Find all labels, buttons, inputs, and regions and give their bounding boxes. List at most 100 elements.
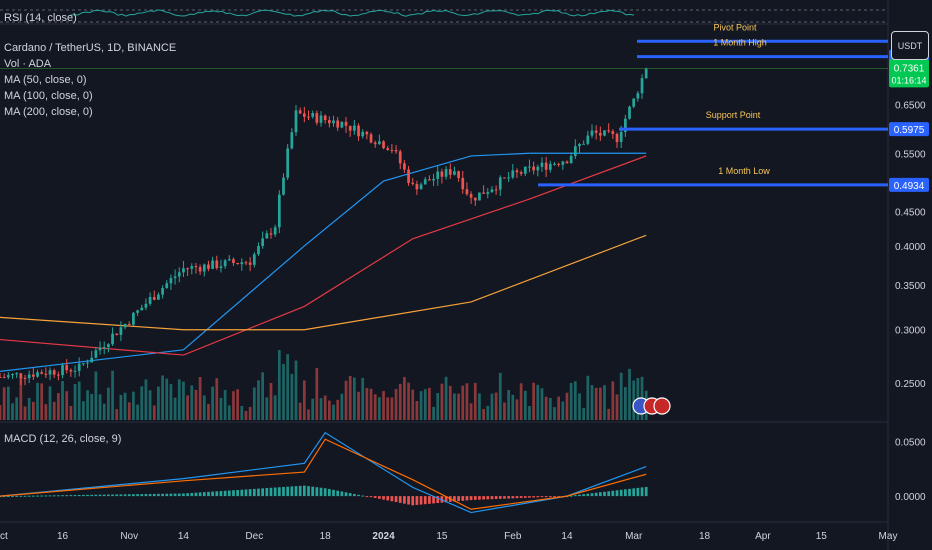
candle-body xyxy=(94,350,98,358)
macd-histogram-bar xyxy=(219,491,223,497)
candle-body xyxy=(15,373,19,375)
candle-body xyxy=(636,93,640,99)
legend-vol[interactable]: Vol · ADA xyxy=(4,58,52,70)
candle-body xyxy=(403,163,406,170)
candle-body xyxy=(540,162,544,167)
macd-histogram-bar xyxy=(598,492,602,497)
macd-histogram-bar xyxy=(415,496,419,505)
macd-histogram-bar xyxy=(190,492,194,497)
volume-bar xyxy=(6,386,10,420)
volume-bar xyxy=(469,403,473,420)
macd-histogram-bar xyxy=(515,496,519,499)
currency-button[interactable]: USDT xyxy=(891,31,929,60)
macd-histogram-bar xyxy=(165,493,169,497)
macd-histogram-bar xyxy=(461,496,465,501)
volume-bar xyxy=(419,391,423,420)
candle-body xyxy=(444,169,448,177)
volume-bar xyxy=(248,407,252,420)
candle-body xyxy=(244,262,248,264)
candle-body xyxy=(640,78,644,94)
macd-histogram-bar xyxy=(269,487,273,497)
volume-bar xyxy=(319,398,323,420)
time-tick-label: Feb xyxy=(504,531,522,542)
price-tick-label: 0.6500 xyxy=(895,101,926,112)
candle-body xyxy=(311,113,315,117)
candle-body xyxy=(561,161,565,165)
candle-body xyxy=(211,260,214,269)
volume-bar xyxy=(257,380,260,420)
candle-body xyxy=(353,125,356,131)
volume-bar xyxy=(73,383,77,420)
macd-histogram-bar xyxy=(194,492,198,497)
candle-body xyxy=(348,125,352,131)
volume-bar xyxy=(432,406,435,420)
volume-bar xyxy=(382,391,385,420)
candle-body xyxy=(90,357,94,363)
candle-body xyxy=(86,362,89,364)
price-tick-label: 0.4000 xyxy=(895,242,926,253)
macd-histogram-bar xyxy=(298,485,302,497)
support-price-badge xyxy=(889,122,929,137)
candle-body xyxy=(269,233,273,235)
flag-event-icon[interactable] xyxy=(653,397,671,415)
candle-body xyxy=(36,372,39,377)
macd-histogram-bar xyxy=(390,496,394,502)
candle-body xyxy=(223,260,227,267)
volume-bar xyxy=(44,404,48,420)
macd-histogram-bar xyxy=(148,493,152,497)
volume-bar xyxy=(386,397,390,420)
candle-body xyxy=(52,370,56,375)
volume-bar xyxy=(407,382,410,420)
volume-bar xyxy=(140,386,144,420)
volume-bar xyxy=(194,389,198,420)
volume-bar xyxy=(190,385,194,420)
macd-histogram-bar xyxy=(90,494,94,497)
volume-bar xyxy=(528,406,531,420)
candle-body xyxy=(473,197,477,201)
legend-ma200[interactable]: MA (200, close, 0) xyxy=(4,106,93,118)
candle-body xyxy=(252,254,256,265)
candle-body xyxy=(115,333,119,335)
candle-body xyxy=(219,266,223,269)
legend-ma50[interactable]: MA (50, close, 0) xyxy=(4,74,87,86)
volume-bar xyxy=(582,408,586,420)
macd-histogram-bar xyxy=(357,494,360,497)
candle-body xyxy=(6,375,10,378)
candle-body xyxy=(332,120,335,124)
candle-body xyxy=(436,171,440,179)
macd-histogram-bar xyxy=(407,496,410,505)
candle-body xyxy=(615,133,619,143)
volume-bar xyxy=(57,393,60,420)
macd-histogram-bar xyxy=(311,486,315,497)
macd-histogram-bar xyxy=(332,489,335,497)
candle-body xyxy=(603,130,606,136)
price-tick-label: 0.2500 xyxy=(895,379,926,390)
candle-body xyxy=(19,373,23,379)
macd-histogram-bar xyxy=(82,494,85,497)
macd-histogram-bar xyxy=(411,496,415,506)
candle-body xyxy=(582,143,586,145)
macd-histogram-bar xyxy=(48,495,52,497)
candle-body xyxy=(307,116,310,118)
macd-histogram-bar xyxy=(319,487,323,497)
volume-bar xyxy=(561,401,565,420)
volume-bar xyxy=(482,409,485,420)
macd-histogram-bar xyxy=(307,486,310,497)
macd-histogram-bar xyxy=(603,491,606,497)
volume-bar xyxy=(282,363,285,420)
macd-title[interactable]: MACD (12, 26, close, 9) xyxy=(4,433,122,445)
macd-histogram-bar xyxy=(73,495,77,497)
time-tick-label: 15 xyxy=(436,531,448,542)
macd-histogram-bar xyxy=(373,496,377,498)
macd-histogram-bar xyxy=(557,496,561,498)
macd-histogram-bar xyxy=(61,495,64,497)
macd-histogram-bar xyxy=(594,492,598,497)
symbol-title[interactable]: Cardano / TetherUS, 1D, BINANCE xyxy=(4,42,177,54)
volume-bar xyxy=(494,392,498,420)
macd-histogram-bar xyxy=(611,490,615,497)
legend-ma100[interactable]: MA (100, close, 0) xyxy=(4,90,93,102)
volume-bar xyxy=(594,387,598,420)
volume-bar xyxy=(453,393,456,420)
volume-bar xyxy=(532,382,535,420)
candle-body xyxy=(23,378,27,380)
